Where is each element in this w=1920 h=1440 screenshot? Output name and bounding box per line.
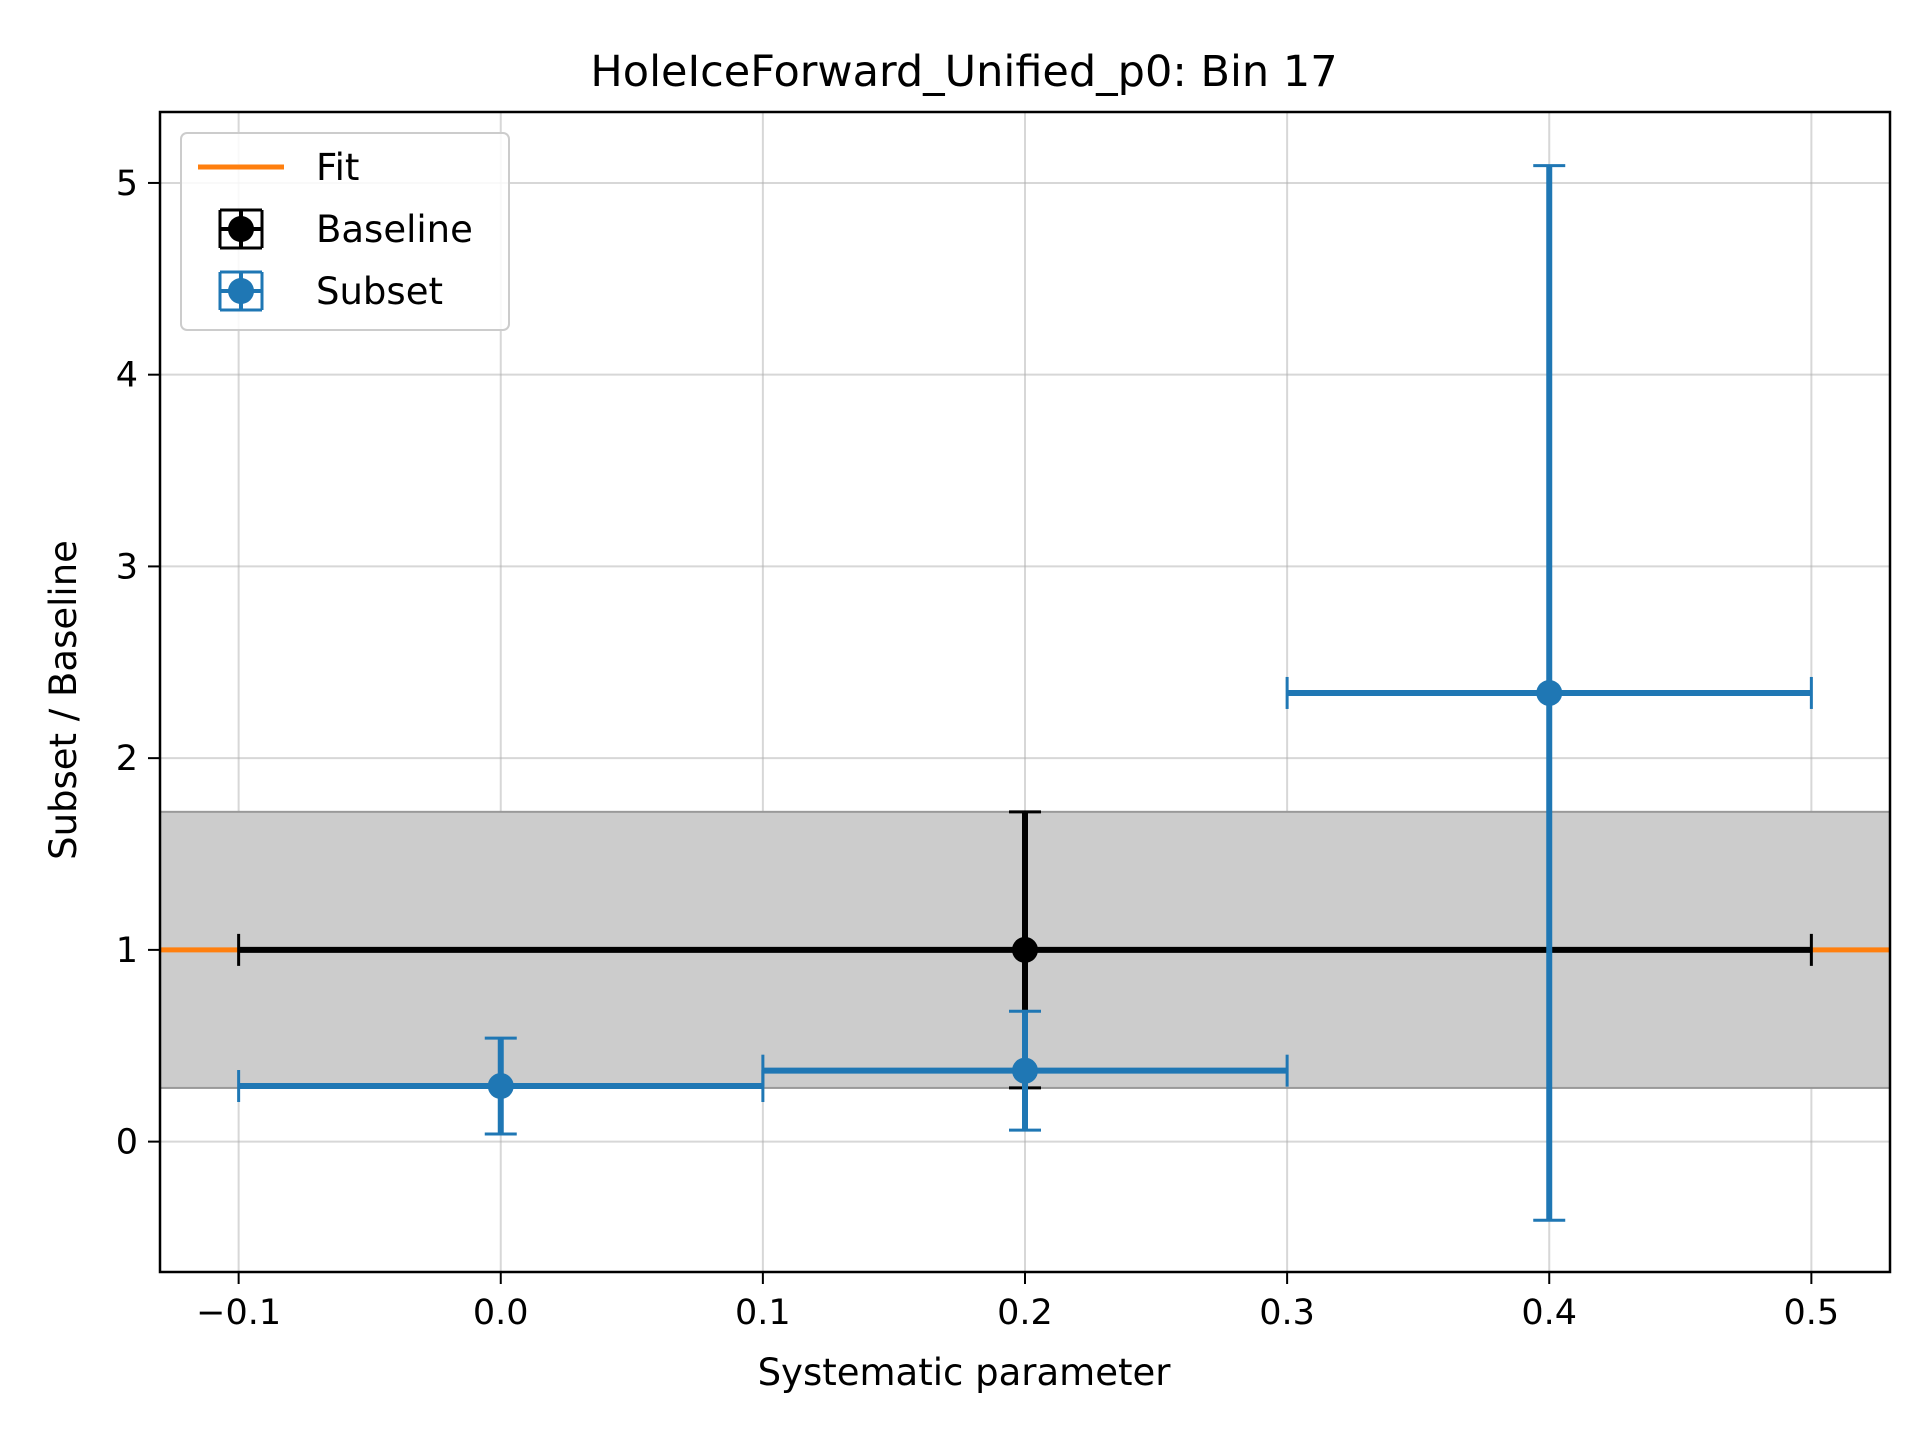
chart-title: HoleIceForward_Unified_p0: Bin 17 bbox=[590, 47, 1337, 97]
x-tick-label: 0.4 bbox=[1521, 1293, 1577, 1333]
y-tick-label: 1 bbox=[116, 931, 138, 971]
legend-baseline-marker bbox=[228, 216, 254, 242]
data-layer bbox=[160, 164, 1890, 1222]
legend-subset-marker bbox=[228, 278, 254, 304]
legend-fit-label: Fit bbox=[316, 146, 359, 189]
legend-baseline-label: Baseline bbox=[316, 208, 473, 251]
x-axis-label: Systematic parameter bbox=[758, 1351, 1172, 1394]
x-tick-label: 0.1 bbox=[735, 1293, 791, 1333]
x-tick-label: 0.0 bbox=[473, 1293, 529, 1333]
subset-point bbox=[487, 1073, 514, 1100]
x-tick-label: 0.2 bbox=[997, 1293, 1053, 1333]
y-axis-label: Subset / Baseline bbox=[42, 540, 85, 860]
baseline-point bbox=[1012, 936, 1038, 963]
x-tick-label: −0.1 bbox=[196, 1293, 281, 1333]
y-tick-label: 3 bbox=[116, 547, 138, 587]
legend-subset-swatch bbox=[218, 270, 264, 312]
legend-baseline-swatch bbox=[218, 208, 264, 250]
plot-area: −0.1 0.0 0.1 0.2 0.3 0.4 0.5 0 1 2 3 4 5 Fit Baseline S… bbox=[116, 110, 1892, 1333]
y-tick-label: 0 bbox=[116, 1123, 138, 1163]
x-tick-label: 0.5 bbox=[1784, 1293, 1840, 1333]
legend: Fit Baseline Subset bbox=[180, 132, 510, 331]
y-tick-label: 5 bbox=[116, 164, 138, 204]
x-tick-label: 0.3 bbox=[1259, 1293, 1315, 1333]
subset-point bbox=[1536, 679, 1563, 706]
y-tick-label: 2 bbox=[116, 739, 138, 779]
legend-subset-label: Subset bbox=[316, 270, 443, 313]
subset-point bbox=[1012, 1057, 1038, 1084]
y-tick-label: 4 bbox=[116, 356, 138, 396]
